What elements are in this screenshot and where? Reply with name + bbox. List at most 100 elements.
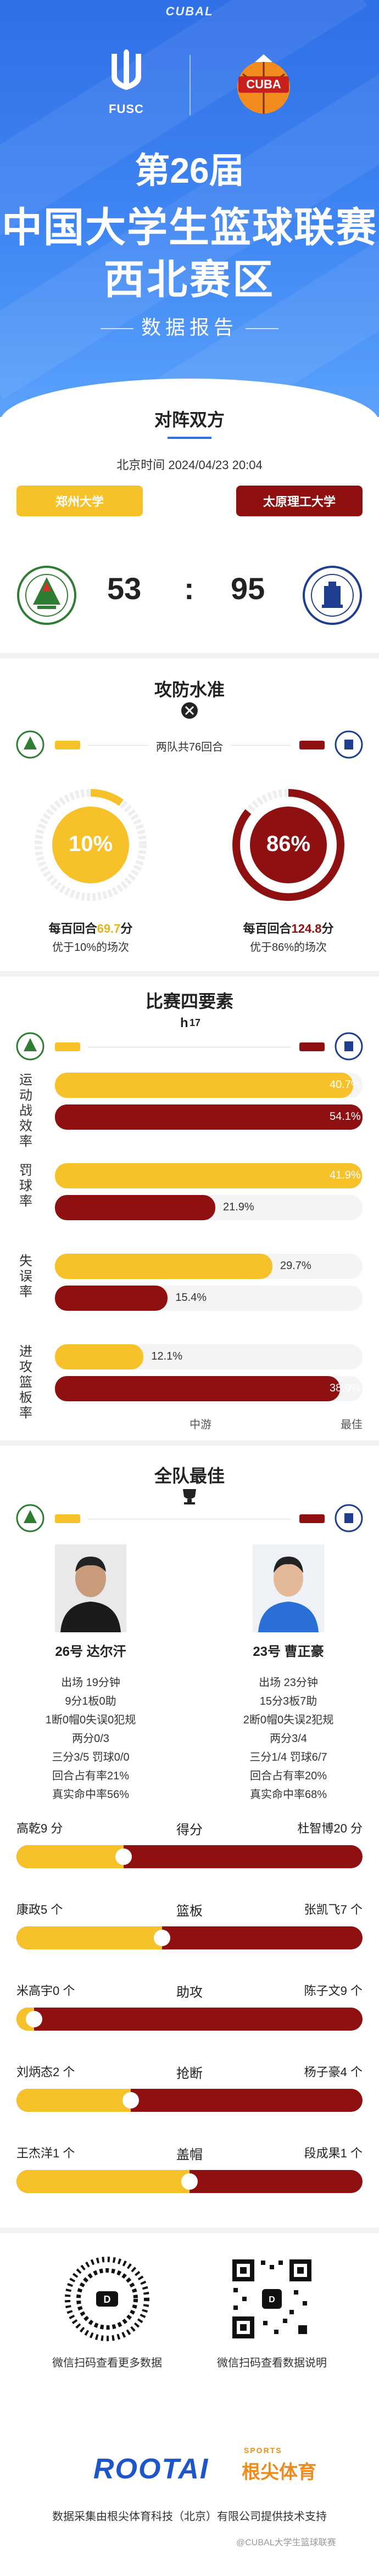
stat-category: 盖帽 [176, 2147, 203, 2162]
right-factor-bar [55, 1104, 363, 1130]
right-player-stat-line: 三分1/4 罚球6/7 [249, 1751, 327, 1763]
factor-label: 罚球率 [19, 1163, 32, 1209]
stat-category: 篮板 [176, 1904, 203, 1919]
right-player-photo [253, 1545, 324, 1632]
axis-max-label: 最佳 [341, 1419, 363, 1431]
player-portrait-icon [253, 1545, 324, 1632]
section-divider [0, 2228, 379, 2233]
match-time: 北京时间 2024/04/23 20:04 [0, 455, 379, 473]
right-gauge-value: 86% [266, 832, 311, 856]
tyut-mini-crest-icon [335, 1504, 363, 1532]
leader-compare-track [16, 2170, 363, 2193]
right-player-stat-line: 15分3板7助 [259, 1695, 317, 1707]
right-factor-value: 54.1% [330, 1111, 361, 1123]
leader-compare-track [16, 2008, 363, 2031]
section-divider [0, 971, 379, 977]
fusc-text: FUSC [109, 102, 144, 116]
left-gauge-ring [35, 789, 147, 901]
right-per100-value: 124.8 [291, 922, 322, 935]
cubal-brand: CUBAL [165, 4, 214, 18]
time-label: 北京时间 [116, 458, 165, 472]
right-gauge-ring [232, 789, 344, 901]
four-factors-title: 比赛四要素 [145, 991, 233, 1011]
credit-text: 数据采集由根尖体育科技（北京）有限公司提供技术支持 [52, 2511, 327, 2523]
qr-code-icon: D [228, 2255, 316, 2343]
right-team-legend [299, 741, 325, 749]
left-factor-bar [55, 1163, 362, 1188]
left-better-than: 优于10%的场次 [52, 942, 130, 954]
league-title: 中国大学生篮球联赛 [2, 205, 377, 250]
score-separator: : [184, 571, 194, 606]
left-player-stat-line: 三分3/5 罚球0/0 [52, 1751, 130, 1763]
right-gauge: 86% [228, 785, 349, 905]
left-leader-label: 米高宇0 个 [16, 1984, 75, 1998]
time-value: 2024/04/23 20:04 [168, 458, 263, 472]
left-player-stat-line: 真实命中率56% [52, 1789, 130, 1801]
right-score: 95 [231, 571, 265, 606]
axis-mid-label: 中游 [190, 1419, 211, 1431]
left-gauge-value: 10% [68, 832, 113, 856]
logo-divider [190, 55, 191, 115]
matchup-underline-icon [168, 437, 211, 439]
fusc-logo: FUSC [93, 49, 159, 121]
leader-compare-track [16, 1926, 363, 1949]
rounds-text: 两队共76回合 [155, 741, 224, 753]
stat-category: 抢断 [176, 2066, 203, 2081]
right-team-tag: 太原理工大学 [236, 486, 363, 516]
right-factor-bar [55, 1195, 215, 1220]
right-leader-label: 张凯飞7 个 [304, 1903, 363, 1917]
left-team-tag: 郑州大学 [16, 486, 143, 516]
stat-category: 得分 [176, 1823, 203, 1837]
right-player-stat-line: 两分3/4 [270, 1733, 307, 1745]
svg-text:h: h [180, 1016, 188, 1030]
right-factor-bar [55, 1286, 168, 1311]
left-factor-bar [55, 1073, 353, 1098]
tyut-crest-icon [303, 566, 362, 625]
left-qr-code[interactable]: D [63, 2255, 151, 2343]
section-divider [0, 653, 379, 658]
left-score: 53 [107, 571, 142, 606]
left-team-legend [55, 1042, 80, 1051]
hero-banner: CUBAL FUSC CUBA 第26届 中国大学生篮球联赛 西北赛区 数据报告 [0, 0, 379, 417]
left-gauge: 10% [30, 785, 151, 905]
right-factor-value: 38.9% [330, 1382, 361, 1394]
rootai-sports-label: SPORTS [244, 2446, 282, 2455]
right-qr-caption: 微信扫码查看数据说明 [217, 2357, 327, 2369]
zzu-crest-icon [17, 566, 76, 625]
qr-code-icon: D [63, 2255, 151, 2343]
left-player-stat-line: 出场 19分钟 [61, 1677, 120, 1689]
factor-label: 运动战效率 [19, 1073, 32, 1149]
svg-text:D: D [104, 2294, 111, 2305]
right-leader-label: 陈子文9 个 [304, 1984, 363, 1998]
stat-category: 助攻 [176, 1985, 203, 2000]
left-factor-value: 29.7% [280, 1260, 311, 1272]
clock-17-icon: h 17 [180, 1016, 200, 1030]
right-leader-label: 段成果1 个 [304, 2146, 363, 2160]
legend-line [231, 745, 291, 746]
right-leader-label: 杜智博20 分 [297, 1822, 363, 1835]
watermark-text: @CUBAL大学生篮球联赛 [236, 2538, 336, 2547]
left-leader-fill [16, 1926, 162, 1949]
trophy-icon [183, 1489, 196, 1504]
left-leader-fill [16, 2170, 190, 2193]
left-factor-value: 41.9% [330, 1169, 361, 1181]
right-player-stat-line: 出场 23分钟 [259, 1677, 318, 1689]
right-qr-code[interactable]: D [228, 2255, 316, 2343]
left-factor-bar [55, 1344, 144, 1369]
edition-title: 第26届 [135, 151, 244, 190]
right-team-legend [299, 1042, 325, 1051]
player-portrait-icon [55, 1545, 126, 1632]
region-title: 西北赛区 [104, 257, 275, 302]
zzu-mini-crest-icon [16, 1504, 44, 1532]
left-leader-fill [16, 2089, 131, 2112]
zzu-mini-crest-icon [16, 730, 44, 759]
left-leader-label: 刘炳态2 个 [16, 2065, 75, 2079]
right-leader-label: 杨子豪4 个 [304, 2065, 363, 2079]
left-player-photo [55, 1545, 126, 1632]
svg-text:D: D [269, 2295, 275, 2304]
left-factor-value: 12.1% [151, 1350, 183, 1362]
section-divider [0, 1440, 379, 1446]
tyut-mini-crest-icon [335, 1032, 363, 1061]
left-player-name: 26号 达尔汗 [55, 1644, 126, 1659]
